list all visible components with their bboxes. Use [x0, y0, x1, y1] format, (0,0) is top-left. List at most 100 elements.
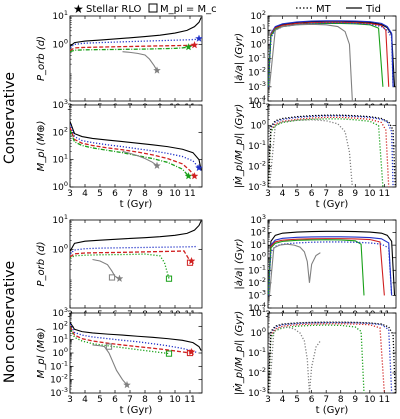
- y-tick-label: 100: [250, 37, 266, 50]
- y-tick-label: 10-2: [50, 373, 68, 386]
- x-tick-label: 10: [364, 189, 376, 199]
- series-red-dotted: [268, 323, 386, 393]
- series-black-dotted: [268, 321, 396, 393]
- series-green-dotted: [268, 118, 384, 187]
- x-tick-label: 3: [67, 395, 73, 405]
- series-red-dashed: [70, 127, 196, 177]
- y-tick-label: 10-3: [50, 386, 68, 399]
- y-tick-label: 101: [250, 238, 266, 251]
- y-tick-label: 10-2: [248, 366, 266, 379]
- x-tick-label: 10: [169, 189, 181, 199]
- marker-star-green: [184, 43, 193, 51]
- y-tick-label: 101: [52, 333, 68, 346]
- series-red-dashed: [70, 326, 191, 354]
- panel-nc-mdot: 3 4 5 6 7 8 9 10 11 10-3 10-2 10-1 100 101 |Ṁ_pl/M_pl|…: [232, 306, 397, 416]
- legend-right: MT Tid: [296, 4, 381, 15]
- plot-frame: [69, 104, 203, 188]
- series-blue-dotted: [70, 323, 198, 354]
- x-tick-label: 6: [309, 395, 315, 405]
- marker-star-red: [190, 41, 199, 49]
- y-tick-label: 10-2: [248, 160, 266, 173]
- y-tick-label: 100: [52, 180, 68, 193]
- row-label-conservative: Conservative: [2, 72, 18, 164]
- x-tick-label: 3: [265, 189, 271, 199]
- legend-left: ★ Stellar RLO M_pl = M_c: [73, 2, 217, 16]
- y-tick-label: 103: [52, 306, 68, 319]
- y-axis-label: M_pl (M⊕): [36, 121, 47, 172]
- x-tick-label: 8: [142, 189, 148, 199]
- x-tick-label: 7: [323, 189, 329, 199]
- series-red-dashed: [70, 250, 191, 262]
- marker-star-red: [190, 172, 199, 180]
- series-gray-solid: [122, 51, 158, 71]
- x-tick-label: 3: [67, 189, 73, 199]
- x-tick-label: 4: [82, 395, 88, 405]
- y-tick-label: 102: [52, 319, 68, 332]
- marker-star-gray: [153, 161, 161, 169]
- marker-star-blue: [195, 34, 203, 42]
- legend-star-icon: ★: [73, 2, 84, 16]
- series-green-dashdot: [70, 129, 189, 177]
- x-tick-label: 10: [169, 395, 181, 405]
- marker-square-green: [165, 350, 173, 357]
- y-tick-label: 102: [52, 125, 68, 138]
- y-tick-label: 100: [52, 242, 68, 255]
- x-tick-label: 6: [309, 189, 315, 199]
- x-tick-label: 7: [127, 395, 133, 405]
- y-tick-label: 100: [52, 37, 68, 50]
- series-gray-solid: [92, 344, 128, 386]
- y-tick-label: 100: [250, 119, 266, 132]
- x-tick-label: 7: [127, 189, 133, 199]
- plot-frame: [69, 312, 203, 394]
- series-black-solid: [268, 230, 396, 296]
- row-label-non-conservative: Non conservative: [2, 261, 18, 383]
- x-tick-label: 9: [352, 189, 358, 199]
- y-axis-label: M_pl (M⊕): [36, 328, 47, 379]
- series-red-solid: [268, 238, 385, 296]
- y-tick-label: 10-2: [248, 66, 266, 79]
- y-tick-label: 10-3: [248, 386, 266, 399]
- x-tick-label: 9: [157, 189, 163, 199]
- y-axis-label: |ȧ/a| (Gyr): [234, 238, 245, 289]
- series-black-solid: [70, 322, 202, 351]
- y-tick-label: 10-2: [248, 276, 266, 289]
- series-red-dashed: [70, 44, 195, 52]
- x-tick-label: 9: [157, 395, 163, 405]
- y-axis-label: |Ṁ_pl/M_pl| (Gyr): [232, 104, 245, 188]
- y-tick-label: 101: [250, 98, 266, 111]
- series-green-dotted: [70, 327, 170, 355]
- y-tick-label: 101: [52, 153, 68, 166]
- series-black-dotted: [268, 114, 396, 187]
- y-tick-label: 100: [250, 251, 266, 264]
- x-axis-label: t (Gyr): [120, 199, 153, 210]
- x-tick-label: 11: [184, 189, 195, 199]
- x-tick-label: 4: [280, 395, 286, 405]
- y-axis-label: |ȧ/a| (Gyr): [234, 33, 245, 84]
- x-tick-label: 8: [338, 395, 344, 405]
- y-tick-label: 10-1: [50, 359, 68, 372]
- y-tick-label: 10-3: [248, 180, 266, 193]
- series-red-solid: [268, 21, 390, 87]
- y-tick-label: 103: [52, 98, 68, 111]
- y-tick-label: 100: [250, 326, 266, 339]
- legend-solid-label: Tid: [365, 4, 381, 15]
- x-tick-label: 8: [338, 189, 344, 199]
- y-axis-label: P_orb (d): [36, 242, 47, 287]
- plot-frame: [69, 15, 203, 102]
- y-tick-label: 10-1: [248, 346, 266, 359]
- series-blue-dotted: [268, 241, 393, 296]
- marker-star-gray: [115, 274, 124, 282]
- marker-star-gray: [123, 380, 131, 389]
- x-axis-label: t (Gyr): [316, 405, 349, 416]
- x-axis-label: t (Gyr): [120, 405, 153, 416]
- panel-cons-adot: 3456789101110-410-310-210-1100101102|ȧ/a…: [234, 9, 397, 113]
- plot-frame: [267, 15, 397, 102]
- legend-square-icon: [148, 3, 158, 13]
- y-tick-label: 10-1: [248, 139, 266, 152]
- x-axis-label: t (Gyr): [316, 199, 349, 210]
- marker-star-blue: [195, 163, 203, 172]
- x-tick-label: 10: [364, 395, 376, 405]
- panel-nc-porb: 34567891011100101P_orb (d): [36, 213, 203, 320]
- x-tick-label: 5: [97, 395, 103, 405]
- x-tick-label: 5: [97, 189, 103, 199]
